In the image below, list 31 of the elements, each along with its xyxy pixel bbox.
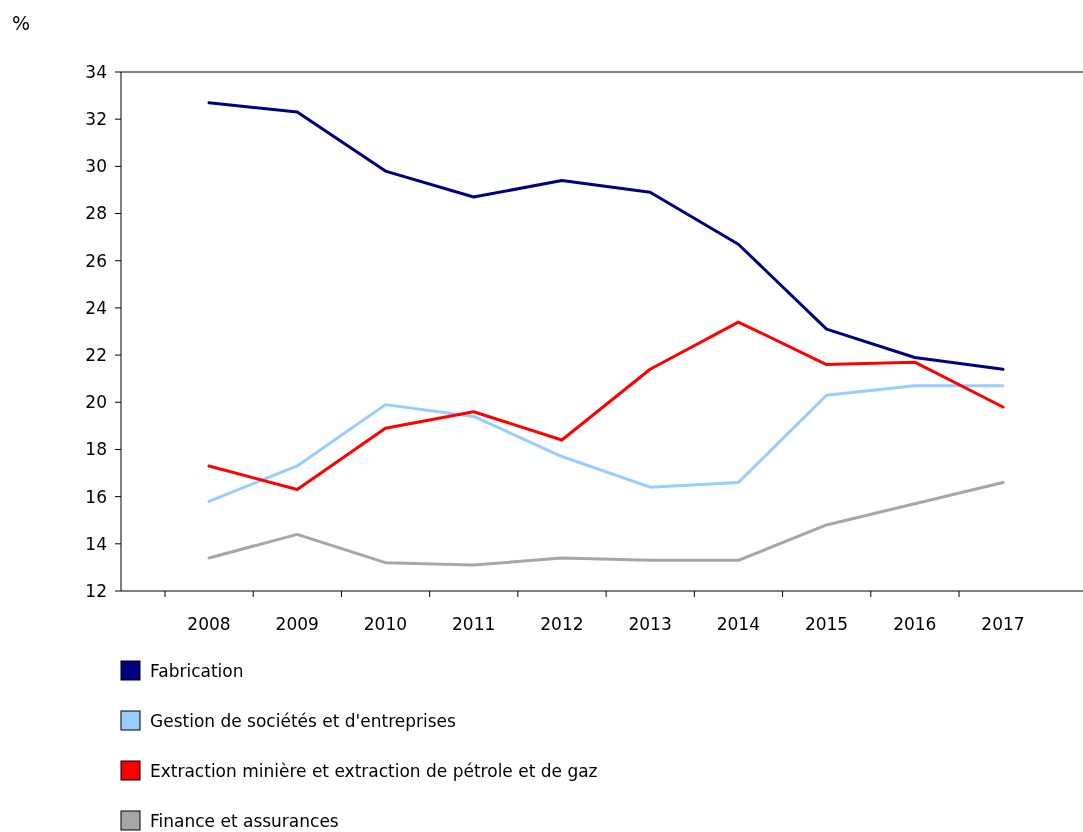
x-tick-label: 2017 [981,614,1025,634]
y-tick-label: 22 [85,345,107,366]
y-tick-label: 14 [85,533,107,554]
y-axis-title: % [12,12,31,34]
y-tick-label: 34 [85,61,107,82]
line-series [207,101,1005,371]
y-tick-label: 16 [85,486,107,507]
x-tick-label: 2015 [804,614,849,634]
x-tick-label: 2013 [628,614,672,634]
legend-label: Extraction minière et extraction de pétrole et de gaz [150,760,598,781]
legend-label: Gestion de sociétés et d'entreprises [150,710,457,731]
x-tick-label: 2016 [893,614,937,634]
y-tick-label: 30 [85,156,107,177]
line-series [207,320,1005,492]
x-tick-label: 2011 [452,614,496,634]
x-tick-label: 2009 [275,614,319,634]
x-tick-label: 2010 [363,614,408,634]
x-tick-label: 2008 [187,614,231,634]
legend-label: Finance et assurances [150,810,339,831]
y-tick-label: 26 [85,250,107,271]
y-tick-label: 24 [85,297,107,318]
line-series [207,384,1005,503]
y-tick-label: 32 [85,109,107,130]
x-tick-label: 2012 [540,614,584,634]
y-tick-label: 12 [85,580,107,601]
legend-label: Fabrication [150,660,244,681]
y-tick-label: 28 [85,203,107,224]
x-tick-label: 2014 [716,614,760,634]
line-series [207,480,1005,567]
y-tick-label: 18 [85,439,107,460]
y-tick-label: 20 [85,392,107,413]
